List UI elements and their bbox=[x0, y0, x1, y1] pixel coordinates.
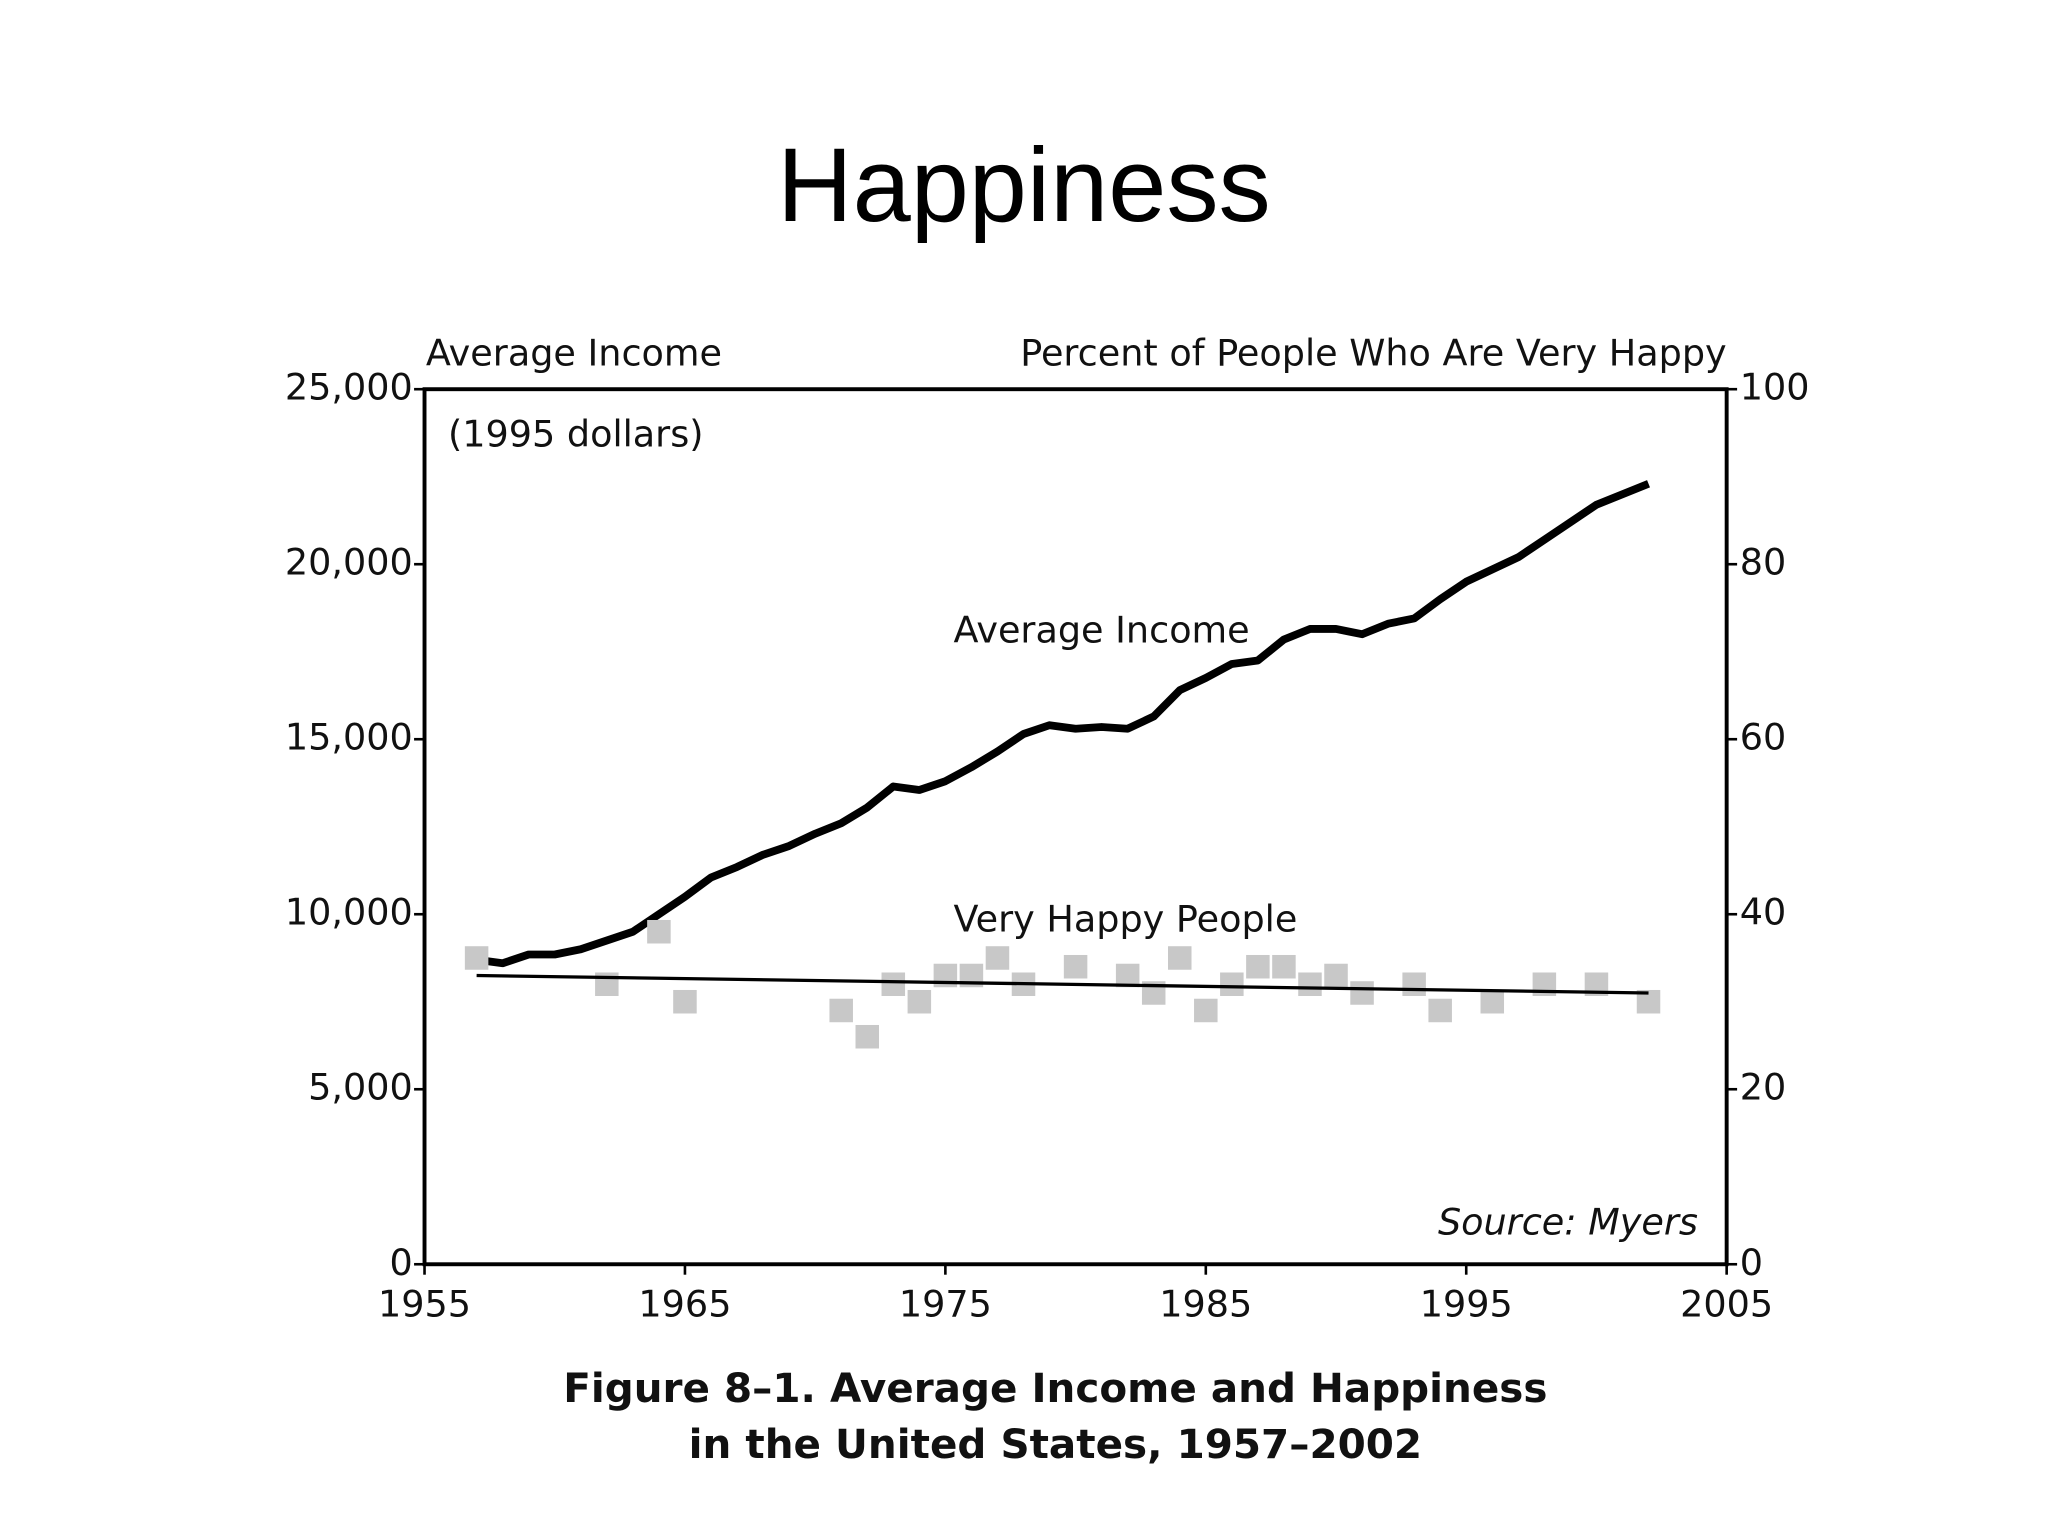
happy-point bbox=[1636, 989, 1661, 1014]
happy-point bbox=[1168, 946, 1192, 970]
y-tick-label: 15,000 bbox=[285, 716, 413, 759]
y2-tick-label: 0 bbox=[1740, 1241, 1763, 1284]
x-tick-label: 1955 bbox=[378, 1283, 471, 1326]
happy-point bbox=[1220, 972, 1244, 996]
series-label: Very Happy People bbox=[953, 897, 1297, 940]
income-line bbox=[476, 480, 1650, 968]
plot-frame bbox=[422, 387, 1729, 1267]
happy-point bbox=[985, 946, 1010, 970]
title: Happiness bbox=[777, 127, 1271, 244]
trend-line bbox=[476, 973, 1649, 995]
happy-point bbox=[647, 919, 671, 944]
happy-point bbox=[1272, 954, 1296, 979]
y2-tick-label: 20 bbox=[1740, 1066, 1787, 1109]
happy-point bbox=[855, 1024, 880, 1049]
happy-point bbox=[1584, 972, 1609, 996]
series-label: Average Income bbox=[953, 609, 1249, 652]
unit-note: (1995 dollars) bbox=[448, 413, 703, 456]
happy-point bbox=[1246, 954, 1270, 979]
y2-axis-title: Percent of People Who Are Very Happy bbox=[1020, 332, 1726, 375]
y-axis-title: Average Income bbox=[426, 332, 722, 375]
happy-point bbox=[464, 946, 489, 970]
y2-tick-label: 40 bbox=[1740, 891, 1787, 934]
x-tick-label: 2005 bbox=[1680, 1283, 1773, 1326]
y-tick-label: 20,000 bbox=[285, 541, 413, 584]
y-tick-label: 10,000 bbox=[285, 891, 413, 934]
source: Source: Myers bbox=[1438, 1200, 1698, 1243]
happy-point bbox=[1194, 998, 1218, 1023]
y-tick-label: 25,000 bbox=[285, 366, 413, 409]
caption: Figure 8–1. Average Income and Happiness bbox=[563, 1364, 1547, 1412]
y2-tick-label: 80 bbox=[1740, 541, 1787, 584]
caption: in the United States, 1957–2002 bbox=[689, 1420, 1422, 1468]
y-tick-label: 5,000 bbox=[308, 1066, 413, 1109]
y-tick-label: 0 bbox=[390, 1241, 413, 1284]
happy-point bbox=[907, 989, 932, 1014]
x-tick-label: 1995 bbox=[1420, 1283, 1513, 1326]
happy-point bbox=[1115, 963, 1140, 988]
happy-point bbox=[1480, 989, 1505, 1014]
happy-point bbox=[673, 989, 697, 1014]
happy-point bbox=[1428, 998, 1452, 1023]
happy-point bbox=[829, 998, 853, 1023]
happy-point bbox=[881, 972, 906, 996]
x-tick-label: 1975 bbox=[899, 1283, 992, 1326]
y2-tick-label: 60 bbox=[1740, 716, 1787, 759]
happy-point bbox=[1063, 954, 1088, 979]
happy-point bbox=[1402, 972, 1426, 996]
x-tick-label: 1985 bbox=[1159, 1283, 1252, 1326]
happy-point bbox=[1298, 972, 1322, 996]
happy-point bbox=[1350, 981, 1374, 1005]
y2-tick-label: 100 bbox=[1740, 366, 1810, 409]
x-tick-label: 1965 bbox=[638, 1283, 731, 1326]
happy-point bbox=[1324, 963, 1348, 988]
